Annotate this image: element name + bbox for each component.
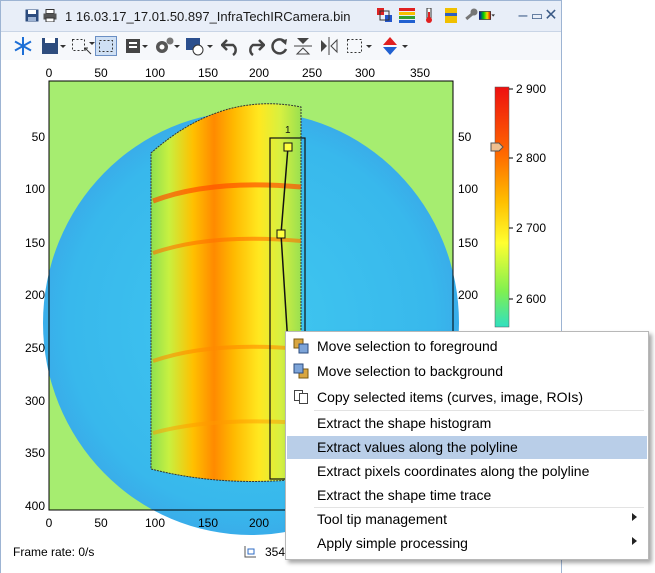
x-tick-top: 100 xyxy=(145,66,165,80)
menu-item-extract-values-polyline[interactable]: Extract values along the polyline xyxy=(287,436,647,459)
y-tick-left: 300 xyxy=(25,394,45,408)
bring-to-front-icon xyxy=(293,338,309,354)
palette-swap-icon[interactable] xyxy=(377,8,393,23)
y-tick-right: 50 xyxy=(458,130,472,144)
x-tick-bottom: 100 xyxy=(145,516,165,530)
y-tick-left: 100 xyxy=(25,182,45,196)
flip-vertical-icon[interactable] xyxy=(293,36,313,56)
colorbar-tick: 2 900 xyxy=(516,82,546,96)
y-tick-left: 150 xyxy=(25,236,45,250)
x-tick-top: 0 xyxy=(46,66,53,80)
minimize-button[interactable]: – xyxy=(518,7,528,24)
polyline-handle[interactable] xyxy=(283,142,293,152)
y-tick-left: 200 xyxy=(25,288,45,302)
colorbar-tick: 2 800 xyxy=(516,151,546,165)
y-tick-left: 50 xyxy=(32,130,46,144)
colorbar-tick: 2 600 xyxy=(516,292,546,306)
thermometer-icon[interactable] xyxy=(421,8,437,23)
save-small-icon[interactable] xyxy=(25,9,39,22)
x-tick-bottom: 0 xyxy=(46,516,53,530)
x-tick-bottom: 50 xyxy=(94,516,108,530)
colorbar-tick: 2 700 xyxy=(516,221,546,235)
x-tick-top: 250 xyxy=(302,66,322,80)
refresh-icon[interactable] xyxy=(269,36,289,56)
redo-icon[interactable] xyxy=(245,36,265,56)
y-tick-left: 250 xyxy=(25,341,45,355)
menu-item-copy-selected[interactable]: Copy selected items (curves, image, ROIs… xyxy=(287,386,647,409)
x-tick-top: 150 xyxy=(198,66,218,80)
frame-rate-label: Frame rate: 0/s xyxy=(13,545,95,559)
menu-item-move-to-background[interactable]: Move selection to background xyxy=(287,360,647,383)
submenu-arrow-icon xyxy=(632,537,637,545)
layout-icon[interactable] xyxy=(125,36,149,56)
polyline-handle[interactable] xyxy=(276,229,286,239)
colormap-icon[interactable] xyxy=(479,8,495,23)
undo-icon[interactable] xyxy=(221,36,241,56)
color-marker-icon[interactable] xyxy=(381,36,411,56)
menu-item-label: Copy selected items (curves, image, ROIs… xyxy=(317,389,584,405)
menu-separator xyxy=(314,507,644,508)
palette-bars-icon[interactable] xyxy=(399,8,415,23)
x-tick-top: 350 xyxy=(410,66,430,80)
title-bar: 1 16.03.17_17.01.50.897_InfraTechIRCamer… xyxy=(1,1,561,32)
menu-item-tooltip-management[interactable]: Tool tip management xyxy=(287,508,647,531)
crop-icon[interactable] xyxy=(345,36,375,56)
menu-item-label: Extract pixels coordinates along the pol… xyxy=(317,463,590,479)
menu-item-label: Tool tip management xyxy=(317,511,447,527)
colorbar-slider[interactable] xyxy=(490,142,504,152)
y-tick-left: 350 xyxy=(25,446,45,460)
coordinates-icon xyxy=(244,546,256,558)
y-tick-left: 400 xyxy=(25,499,45,513)
close-button[interactable]: ✕ xyxy=(544,7,558,24)
save-icon[interactable] xyxy=(41,36,67,56)
settings-icon[interactable] xyxy=(153,36,181,56)
menu-item-label: Extract the shape histogram xyxy=(317,415,492,431)
x-tick-top: 200 xyxy=(249,66,269,80)
menu-item-shape-time-trace[interactable]: Extract the shape time trace xyxy=(287,484,647,507)
menu-item-label: Apply simple processing xyxy=(317,535,468,551)
freeze-icon[interactable] xyxy=(13,36,33,56)
y-tick-right: 200 xyxy=(458,288,478,302)
select-rect-icon[interactable] xyxy=(71,36,95,56)
x-tick-top: 50 xyxy=(94,66,108,80)
window-title: 1 16.03.17_17.01.50.897_InfraTechIRCamer… xyxy=(65,9,351,24)
restore-button[interactable]: ▭ xyxy=(530,8,544,23)
flip-horizontal-icon[interactable] xyxy=(319,36,339,56)
colorbar[interactable] xyxy=(494,86,510,328)
context-menu: Move selection to foreground Move select… xyxy=(285,331,649,560)
menu-item-label: Move selection to background xyxy=(317,363,503,379)
wrench-icon[interactable] xyxy=(463,8,479,23)
toolbar xyxy=(1,32,561,60)
menu-item-label: Extract the shape time trace xyxy=(317,487,492,503)
menu-item-label: Extract values along the polyline xyxy=(317,439,518,455)
send-to-back-icon xyxy=(293,363,309,379)
print-icon[interactable] xyxy=(43,9,57,22)
menu-item-shape-histogram[interactable]: Extract the shape histogram xyxy=(287,412,647,435)
x-tick-top: 300 xyxy=(355,66,375,80)
menu-item-simple-processing[interactable]: Apply simple processing xyxy=(287,532,647,555)
menu-item-move-to-foreground[interactable]: Move selection to foreground xyxy=(287,335,647,358)
y-tick-right: 100 xyxy=(458,182,478,196)
select-all-icon[interactable] xyxy=(95,36,117,56)
level-icon[interactable] xyxy=(443,8,459,23)
menu-item-pixel-coordinates-polyline[interactable]: Extract pixels coordinates along the pol… xyxy=(287,460,647,483)
coordinate-readout: 354, xyxy=(265,545,289,559)
menu-item-label: Move selection to foreground xyxy=(317,338,498,354)
copy-icon xyxy=(294,390,308,404)
roi-icon[interactable] xyxy=(185,36,215,56)
submenu-arrow-icon xyxy=(632,513,637,521)
roi-label: 1 xyxy=(285,125,291,136)
x-tick-bottom: 200 xyxy=(249,516,269,530)
menu-separator xyxy=(314,410,644,411)
y-tick-right: 150 xyxy=(458,236,478,250)
x-tick-bottom: 150 xyxy=(198,516,218,530)
